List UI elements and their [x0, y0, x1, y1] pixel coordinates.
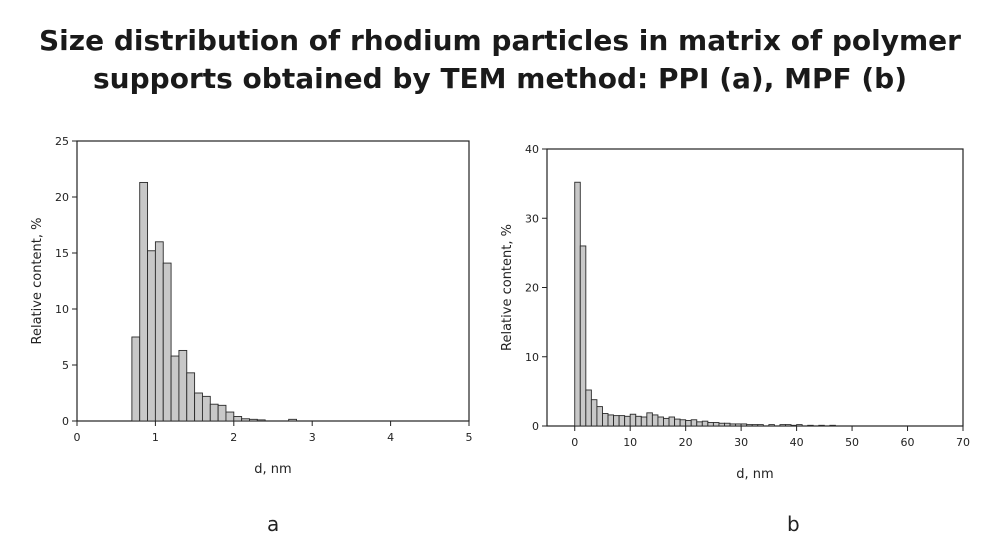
histogram-bar-a — [131, 336, 141, 422]
histogram-bar-b — [607, 414, 615, 427]
histogram-bar-a — [233, 416, 243, 422]
histogram-bar-b — [790, 424, 798, 427]
x-tick-label-a: 0 — [74, 431, 81, 444]
y-tick-label-a: 5 — [62, 359, 69, 372]
histogram-bar-b — [574, 181, 581, 427]
histogram-bar-b — [707, 422, 714, 427]
histogram-bar-b — [629, 413, 637, 427]
histogram-bar-b — [579, 245, 587, 427]
histogram-bar-b — [685, 420, 692, 427]
histogram-bar-a — [139, 181, 149, 422]
y-tick-label-b: 0 — [532, 420, 539, 433]
caption-a: a — [267, 512, 280, 536]
histogram-bar-b — [602, 413, 609, 427]
histogram-bar-a — [249, 418, 258, 422]
x-axis-label-a: d, nm — [254, 462, 291, 477]
histogram-bar-b — [696, 421, 703, 427]
histogram-bar-b — [701, 420, 709, 427]
histogram-chart-b: 0 10 20 30 40 50 60 70 0 10 20 30 40 d, nm Relative co… — [500, 143, 970, 482]
y-tick-label-b: 40 — [525, 143, 539, 156]
y-tick-label-b: 10 — [525, 351, 539, 364]
x-axis-label-b: d, nm — [736, 467, 773, 482]
chart-panel-b: 0 10 20 30 40 50 60 70 0 10 20 30 40 d, nm Relative co… — [490, 125, 980, 495]
histogram-bar-b — [785, 424, 792, 427]
histogram-bar-a — [178, 349, 188, 422]
histogram-chart-a: 0 1 2 3 4 5 0 5 10 15 20 25 d, nm Relative content, % — [30, 135, 473, 477]
histogram-bar-b — [712, 422, 720, 427]
x-tick-label-a: 5 — [466, 431, 473, 444]
histogram-bar-b — [829, 424, 836, 427]
y-tick-label-b: 20 — [525, 282, 539, 295]
histogram-bar-b — [768, 424, 775, 427]
page-title: Size distribution of rhodium particles i… — [0, 22, 1000, 98]
x-tick-label-b: 70 — [956, 436, 970, 449]
chart-panel-a: 0 1 2 3 4 5 0 5 10 15 20 25 d, nm Relative content, % — [20, 125, 490, 495]
x-tick-label-b: 60 — [901, 436, 915, 449]
x-tick-label-b: 30 — [734, 436, 748, 449]
histogram-bar-a — [170, 355, 180, 422]
histogram-bar-b — [590, 399, 598, 427]
histogram-bar-b — [690, 419, 698, 427]
y-tick-label-a: 10 — [55, 303, 69, 316]
histogram-bar-a — [225, 411, 235, 422]
histogram-bar-b — [735, 423, 742, 427]
histogram-bar-b — [674, 418, 681, 427]
title-line-2: supports obtained by TEM method: PPI (a)… — [93, 62, 907, 95]
histogram-bar-a — [209, 403, 219, 422]
y-tick-label-a: 0 — [62, 415, 69, 428]
histogram-bar-a — [256, 419, 266, 422]
histogram-bar-a — [147, 250, 156, 422]
y-axis-label-b: Relative content, % — [500, 224, 515, 351]
histogram-bar-a — [241, 418, 250, 422]
histogram-bar-b — [751, 424, 759, 427]
histogram-bar-b — [624, 415, 631, 427]
x-tick-label-b: 40 — [790, 436, 804, 449]
x-tick-label-b: 0 — [571, 436, 578, 449]
histogram-bar-b — [740, 423, 748, 427]
histogram-bar-b — [613, 415, 620, 427]
histogram-bar-b — [657, 416, 664, 427]
histogram-bar-b — [635, 415, 642, 427]
y-tick-label-a: 15 — [55, 247, 69, 260]
histogram-bar-b — [796, 424, 803, 427]
histogram-bar-b — [663, 417, 670, 427]
x-tick-label-a: 2 — [230, 431, 237, 444]
histogram-bar-b — [718, 422, 725, 427]
histogram-bar-a — [217, 404, 227, 422]
histogram-bar-b — [729, 423, 737, 427]
x-tick-label-b: 50 — [845, 436, 859, 449]
histogram-bar-b — [618, 415, 626, 427]
title-line-1: Size distribution of rhodium particles i… — [39, 24, 961, 57]
histogram-bar-b — [724, 422, 731, 427]
y-tick-label-a: 20 — [55, 191, 69, 204]
histogram-bar-a — [186, 372, 196, 422]
caption-b: b — [787, 512, 800, 536]
y-tick-label-b: 30 — [525, 212, 539, 225]
x-tick-label-b: 20 — [679, 436, 693, 449]
histogram-bar-a — [162, 262, 172, 422]
histogram-bar-a — [201, 395, 211, 422]
histogram-bar-b — [679, 419, 687, 427]
histogram-bar-b — [646, 412, 653, 427]
plot-frame-b — [546, 148, 964, 427]
x-tick-label-a: 1 — [152, 431, 159, 444]
histogram-bar-b — [757, 424, 764, 427]
x-tick-label-a: 3 — [309, 431, 316, 444]
y-tick-label-a: 25 — [55, 135, 69, 148]
y-axis-label-a: Relative content, % — [30, 218, 45, 345]
histogram-bar-b — [596, 406, 603, 427]
x-tick-label-a: 4 — [387, 431, 394, 444]
histogram-bar-b — [651, 414, 659, 427]
histogram-bar-b — [668, 416, 676, 427]
histogram-bar-a — [154, 241, 164, 422]
x-tick-label-b: 10 — [623, 436, 637, 449]
histogram-bar-b — [746, 424, 753, 427]
histogram-bar-a — [194, 392, 203, 422]
histogram-bar-a — [288, 418, 297, 422]
histogram-bar-b — [640, 416, 648, 427]
histogram-bar-b — [585, 389, 592, 427]
histogram-bar-b — [807, 424, 814, 427]
histogram-bar-b — [779, 424, 786, 427]
histogram-bar-b — [818, 424, 825, 427]
